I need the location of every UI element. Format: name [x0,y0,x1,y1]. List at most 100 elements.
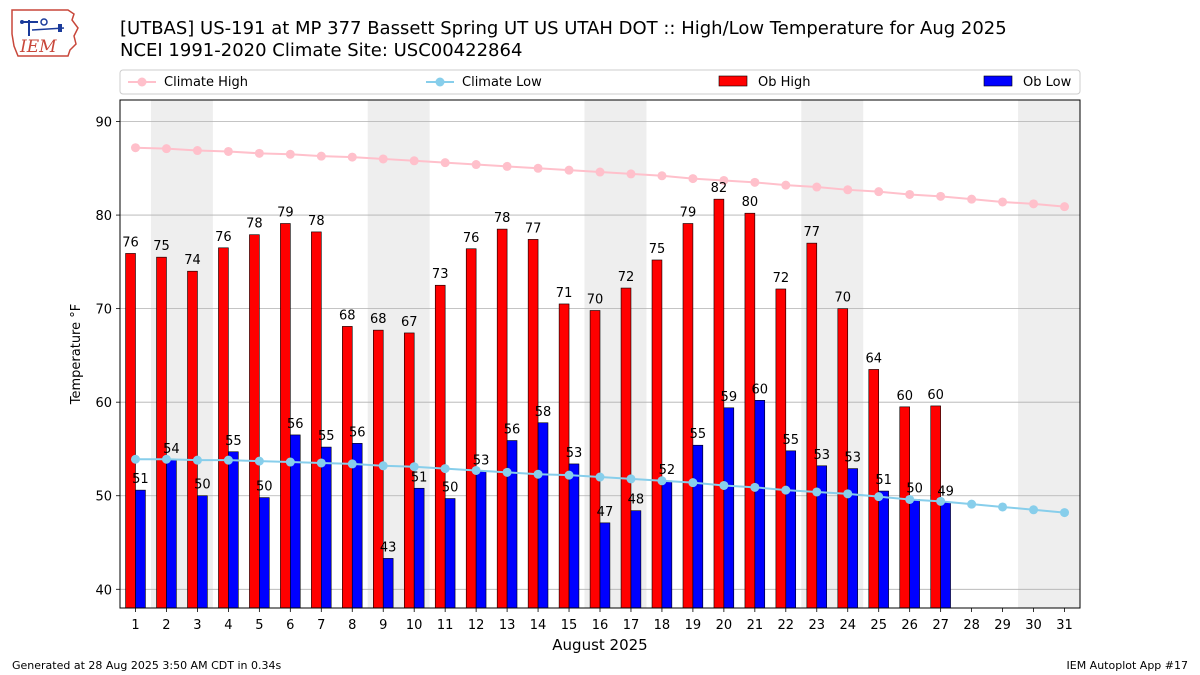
climate-low-point [347,459,357,469]
climate-high-point [502,161,512,171]
bar-series [125,198,951,609]
ob-low-bar [754,400,766,609]
ob-low-label: 49 [937,484,954,499]
climate-low-point [130,454,140,464]
ob-high-label: 76 [215,230,232,245]
x-tick-label: 29 [994,618,1011,633]
climate-high-point [843,185,853,195]
x-tick-label: 31 [1056,618,1073,633]
ob-low-bar [166,459,177,609]
x-tick-label: 22 [778,618,795,633]
y-tick-label: 60 [95,396,112,411]
climate-high-point [657,171,667,181]
climate-low-point [533,469,543,479]
weekend-band [1018,100,1080,608]
ob-low-bar [630,510,642,609]
ob-high-label: 60 [927,388,944,403]
ob-low-label: 60 [752,382,769,397]
ob-high-bar [775,288,787,609]
ob-low-label: 51 [875,473,892,488]
climate-low-point [750,482,760,492]
ob-high-bar [899,406,910,609]
ob-low-label: 50 [906,481,923,496]
climate-low-point [595,472,605,482]
climate-low-point [564,470,574,480]
ob-low-bar [475,471,487,609]
climate-high-point [161,144,171,154]
climate-high-point [719,175,729,185]
climate-low-point [409,462,419,472]
climate-high-point [533,163,543,173]
ob-high-label: 74 [184,253,201,268]
x-tick-label: 19 [685,618,702,633]
ob-high-label: 67 [401,315,418,330]
climate-low-point [812,487,822,497]
climate-low-point [161,454,171,464]
ob-high-bar [527,239,539,609]
ob-low-label: 55 [225,434,242,449]
ob-low-label: 48 [628,493,645,508]
ob-high-bar [496,228,508,609]
climate-high-point [905,189,915,199]
ob-low-bar [816,465,827,609]
ob-high-bar [434,284,446,609]
legend: Climate High Climate Low Ob High Ob Low [119,69,1081,95]
climate-high-point [750,177,760,187]
ob-high-bar [280,223,291,609]
x-tick-label: 12 [468,618,485,633]
x-tick-label: 3 [193,618,201,633]
ob-high-bar [156,256,167,609]
ob-high-bar [249,234,260,609]
climate-low-point [378,461,388,471]
ob-low-bar [661,480,673,609]
ob-high-label: 72 [773,271,790,286]
ob-high-label: 60 [896,389,913,404]
weather-station-icon [28,20,30,36]
ob-low-label: 53 [844,451,861,466]
climate-high-point [192,146,202,156]
legend-label: Ob Low [1023,75,1072,90]
climate-low-point [843,489,853,499]
ob-high-bar [218,247,229,609]
legend-marker [435,77,445,87]
ob-high-bar [187,270,198,609]
climate-high-point [130,143,140,153]
climate-high-point [440,158,450,168]
climate-high-point [688,174,698,184]
ob-low-label: 50 [442,481,459,496]
ob-low-bar [723,407,735,609]
climate-high-point [316,151,326,161]
x-tick-label: 18 [654,618,671,633]
x-tick-label: 1 [131,618,139,633]
ob-low-bar [692,444,704,609]
climate-lines [130,143,1070,518]
x-tick-label: 9 [379,618,387,633]
generated-footer: Generated at 28 Aug 2025 3:50 AM CDT in … [12,659,282,672]
ob-low-label: 59 [721,390,738,405]
ob-low-label: 53 [566,446,583,461]
climate-high-point [378,154,388,164]
ob-low-bar [228,451,239,609]
x-tick-label: 24 [839,618,856,633]
climate-low-point [719,480,729,490]
ob-low-label: 55 [782,433,799,448]
ob-low-bar [599,522,611,609]
ob-low-bar [785,450,797,609]
climate-low-point [781,485,791,495]
climate-low-point [285,457,295,467]
ob-low-label: 58 [535,405,552,420]
ob-low-label: 55 [318,429,335,444]
x-tick-label: 11 [437,618,454,633]
climate-high-point [564,165,574,175]
ob-high-bar [651,259,663,609]
ob-high-label: 76 [463,231,480,246]
x-tick-label: 4 [224,618,232,633]
ob-low-label: 55 [690,427,707,442]
ob-low-label: 51 [411,470,428,485]
x-tick-label: 5 [255,618,263,633]
legend-label: Climate High [164,75,248,90]
bar-value-labels: 76 75 74 76 78 79 78 68 68 67 73 76 78 77 71 70 72 75 79 82… [122,181,954,555]
ob-low-bar [878,490,889,609]
ob-low-label: 53 [473,453,490,468]
climate-high-point [781,180,791,190]
